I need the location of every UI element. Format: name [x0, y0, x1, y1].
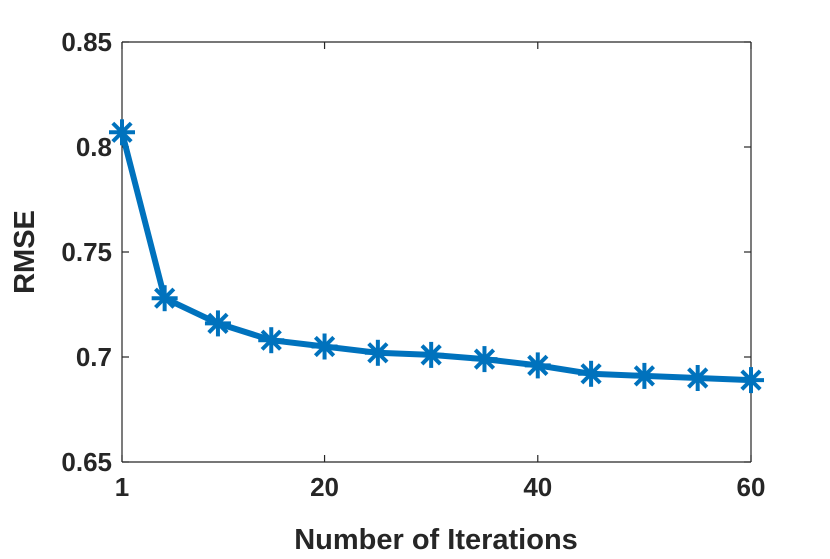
y-tick-label: 0.7 — [76, 342, 112, 372]
data-point-marker — [151, 285, 178, 312]
y-tick-label: 0.75 — [61, 237, 112, 267]
data-point-marker — [738, 367, 764, 394]
axis-ticks — [121, 41, 752, 463]
x-tick-label: 20 — [310, 472, 339, 502]
x-tick-label: 1 — [115, 472, 129, 502]
data-point-marker — [631, 362, 658, 389]
y-tick-label: 0.65 — [61, 447, 112, 477]
markers-layer — [109, 119, 764, 394]
y-axis-label: RMSE — [9, 210, 41, 294]
data-point-marker — [578, 360, 605, 387]
y-tick-label: 0.85 — [61, 27, 112, 57]
data-point-marker — [524, 352, 551, 379]
tick-labels: 1 20 40 60 0.65 0.7 0.75 0.8 0.85 — [61, 27, 765, 502]
data-point-marker — [109, 119, 135, 146]
series-line — [119, 129, 754, 384]
x-tick-label: 60 — [737, 472, 766, 502]
plot-area — [121, 41, 752, 463]
data-point-marker — [684, 365, 711, 391]
data-point-marker — [258, 327, 285, 354]
data-point-marker — [204, 310, 231, 337]
data-point-marker — [418, 341, 445, 368]
x-tick-label: 40 — [523, 472, 552, 502]
data-point-marker — [311, 333, 338, 360]
series-layer — [119, 129, 754, 384]
y-tick-label: 0.8 — [76, 132, 112, 162]
data-point-marker — [364, 339, 391, 366]
data-point-marker — [471, 346, 498, 373]
x-axis-label: Number of Iterations — [294, 524, 578, 556]
